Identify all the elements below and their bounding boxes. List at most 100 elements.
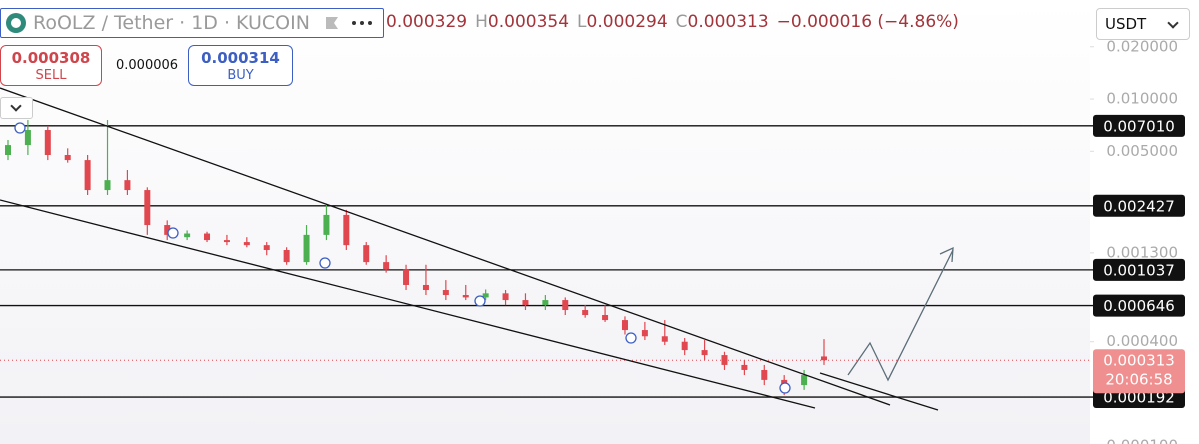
- sell-button[interactable]: 0.000308 SELL: [0, 45, 102, 86]
- y-tick-label: 0.000100: [1106, 437, 1178, 444]
- candle-body: [641, 330, 648, 337]
- symbol-bar[interactable]: RoOLZ / Tether · 1D · KUCOIN: [0, 8, 384, 38]
- candle-body: [821, 356, 827, 361]
- candle-body: [124, 180, 131, 191]
- buy-button[interactable]: 0.000314 BUY: [188, 45, 293, 86]
- candle-body: [442, 290, 449, 296]
- candle-body: [621, 320, 628, 331]
- more-icon[interactable]: [350, 18, 374, 28]
- trend-line-upper: [0, 87, 891, 406]
- last-price-box: [1093, 349, 1185, 394]
- candle-body: [343, 214, 350, 246]
- collapse-button[interactable]: [0, 97, 33, 119]
- buy-price: 0.000314: [201, 49, 280, 67]
- event-marker: [319, 257, 331, 269]
- y-tick-label: 0.010000: [1106, 90, 1178, 108]
- ohlc-item: H0.000354: [475, 12, 573, 32]
- flag-icon[interactable]: [324, 15, 340, 31]
- candle-body: [602, 315, 609, 321]
- trend-line-lower: [0, 199, 816, 409]
- candle-body: [422, 284, 429, 291]
- candle-body: [263, 245, 270, 251]
- levels: [0, 125, 1093, 398]
- candle-body: [522, 300, 529, 306]
- spread: 0.000006: [116, 58, 179, 73]
- candle-body: [204, 233, 211, 241]
- candle-body: [303, 234, 310, 263]
- level-label-box: [1093, 294, 1185, 317]
- event-marker: [474, 295, 486, 307]
- candle-body: [24, 130, 31, 146]
- candle-body: [164, 225, 171, 235]
- candle-body: [721, 355, 728, 365]
- candle-body: [243, 242, 250, 246]
- last-price-label: 0.000313: [1103, 352, 1175, 370]
- event-marker: [625, 332, 637, 344]
- candle-body: [44, 130, 51, 156]
- plot-background: [0, 0, 1090, 444]
- y-tick-label: 0.020000: [1106, 37, 1178, 55]
- candle-body: [283, 250, 290, 263]
- ohlc-value: 0.000294: [586, 12, 668, 32]
- symbol: RoOLZ / Tether · 1D · KUCOIN: [33, 12, 310, 34]
- ohlc-values: 0.000329 H0.000354 L0.000294 C0.000313 −0.00…: [386, 12, 963, 32]
- candle-body: [701, 350, 708, 356]
- sell-price: 0.000308: [11, 49, 91, 67]
- ohlc-item: C0.000313: [676, 12, 773, 32]
- candle-body: [681, 341, 688, 351]
- level-label: 0.007010: [1103, 117, 1175, 135]
- arrow-head: [939, 246, 954, 263]
- level-label: 0.001037: [1103, 261, 1175, 279]
- ohlc-key: H: [475, 12, 488, 32]
- price-change: −0.000016 (−4.86%): [776, 12, 959, 32]
- ohlc-item: L0.000294: [577, 12, 672, 32]
- candle-body: [482, 293, 489, 298]
- y-tick-label: 0.001300: [1106, 243, 1178, 261]
- level-label-box: [1093, 194, 1185, 217]
- level-label: 0.002427: [1103, 197, 1175, 215]
- candle-body: [582, 310, 589, 316]
- y-tick-label: 0.005000: [1106, 142, 1178, 160]
- candle-body: [801, 375, 808, 386]
- logo: [6, 13, 26, 33]
- event-marker: [14, 122, 26, 134]
- candles: [5, 120, 827, 396]
- ohlc-value: 0.000329: [386, 12, 468, 32]
- candle-body: [64, 155, 71, 161]
- candle-body: [661, 336, 668, 342]
- candle-body: [741, 364, 748, 370]
- level-label: 0.000646: [1103, 297, 1175, 315]
- price-axis: 0.020000 0.010000 0.005000 0.001300 0.000400…: [1090, 37, 1185, 444]
- event-marker: [167, 227, 179, 239]
- candle-body: [363, 245, 370, 263]
- event-marker: [779, 382, 791, 394]
- candle-body: [323, 214, 330, 235]
- candle-body: [403, 269, 410, 285]
- candle-body: [223, 240, 230, 243]
- level-label-box: [1093, 258, 1185, 281]
- candle-body: [383, 262, 390, 270]
- candle-body: [462, 295, 469, 298]
- level-label-box: [1093, 114, 1185, 137]
- ohlc-value: 0.000354: [487, 12, 570, 32]
- candle-body: [5, 145, 11, 156]
- ohlc-key: L: [577, 12, 587, 32]
- currency-select[interactable]: USDT: [1096, 8, 1190, 40]
- candle-body: [144, 190, 151, 226]
- y-tick-label: 0.000400: [1106, 332, 1178, 350]
- candle-body: [184, 233, 191, 238]
- candle-body: [542, 300, 549, 306]
- sell-label: SELL: [35, 68, 67, 83]
- buy-label: BUY: [227, 68, 254, 83]
- candle-body: [104, 180, 111, 191]
- candle-body: [502, 293, 509, 301]
- candle-body: [84, 160, 91, 191]
- event-markers: [14, 122, 791, 394]
- candle-body: [761, 369, 768, 380]
- candle-body: [562, 300, 569, 311]
- ohlc-value: 0.000313: [687, 12, 769, 32]
- countdown: 20:06:58: [1105, 371, 1172, 389]
- ohlc-item: 0.000329: [386, 12, 471, 32]
- ohlc-key: C: [675, 12, 688, 32]
